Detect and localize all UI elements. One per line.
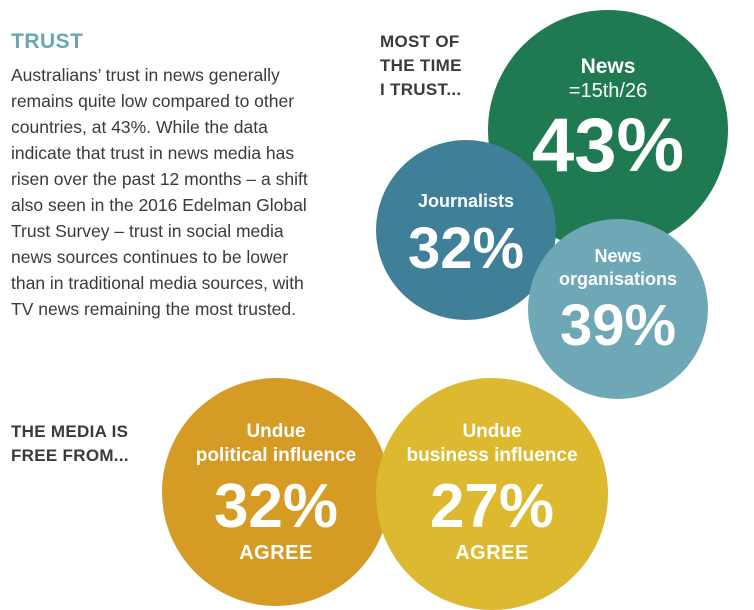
political-influence-label: Undue bbox=[246, 421, 306, 442]
most-of-time-caption: MOST OF THE TIME I TRUST... bbox=[380, 30, 462, 102]
media-free-caption: THE MEDIA IS FREE FROM... bbox=[11, 420, 129, 468]
business-influence-label: business influence bbox=[406, 445, 578, 466]
news-organisations-label: News bbox=[594, 246, 642, 266]
journalists-value: 32% bbox=[407, 216, 525, 281]
body-line: Australians’ trust in news generally bbox=[11, 65, 280, 85]
caption-line: FREE FROM... bbox=[11, 446, 129, 465]
body-line: countries, at 43%. While the data bbox=[11, 117, 268, 137]
journalists-label: Journalists bbox=[417, 191, 515, 211]
caption-line: THE MEDIA IS bbox=[11, 422, 129, 441]
caption-line: I TRUST... bbox=[380, 80, 462, 99]
journalists-trust-circle: Journalists 32% bbox=[376, 140, 556, 320]
news-organisations-trust-circle: News organisations 39% bbox=[528, 219, 708, 399]
body-line: indicate that trust in news media has bbox=[11, 143, 295, 163]
news-label: News bbox=[580, 55, 636, 78]
news-value: 43% bbox=[531, 103, 685, 188]
business-influence-circle: Undue business influence 27% AGREE bbox=[376, 378, 608, 610]
body-line: news sources continues to be lower bbox=[11, 247, 289, 267]
body-line: than in traditional media sources, with bbox=[11, 273, 304, 293]
body-line: remains quite low compared to other bbox=[11, 91, 295, 111]
news-rank: =15th/26 bbox=[568, 80, 648, 102]
news-organisations-label: organisations bbox=[558, 269, 678, 289]
body-line: Trust Survey – trust in social media bbox=[11, 221, 284, 241]
trust-heading: TRUST bbox=[11, 30, 84, 53]
caption-line: THE TIME bbox=[380, 56, 462, 75]
caption-line: MOST OF bbox=[380, 32, 460, 51]
news-organisations-value: 39% bbox=[559, 293, 677, 358]
political-influence-label: political influence bbox=[195, 445, 357, 466]
political-influence-value: 32% bbox=[213, 472, 339, 541]
body-line: also seen in the 2016 Edelman Global bbox=[11, 195, 307, 215]
political-influence-agree: AGREE bbox=[239, 542, 313, 564]
business-influence-agree: AGREE bbox=[455, 542, 529, 564]
business-influence-value: 27% bbox=[429, 472, 555, 541]
trust-body-text: Australians’ trust in news generally rem… bbox=[11, 62, 361, 322]
business-influence-label: Undue bbox=[462, 421, 522, 442]
political-influence-circle: Undue political influence 32% AGREE bbox=[162, 378, 390, 606]
body-line: risen over the past 12 months – a shift bbox=[11, 169, 308, 189]
body-line: TV news remaining the most trusted. bbox=[11, 299, 296, 319]
